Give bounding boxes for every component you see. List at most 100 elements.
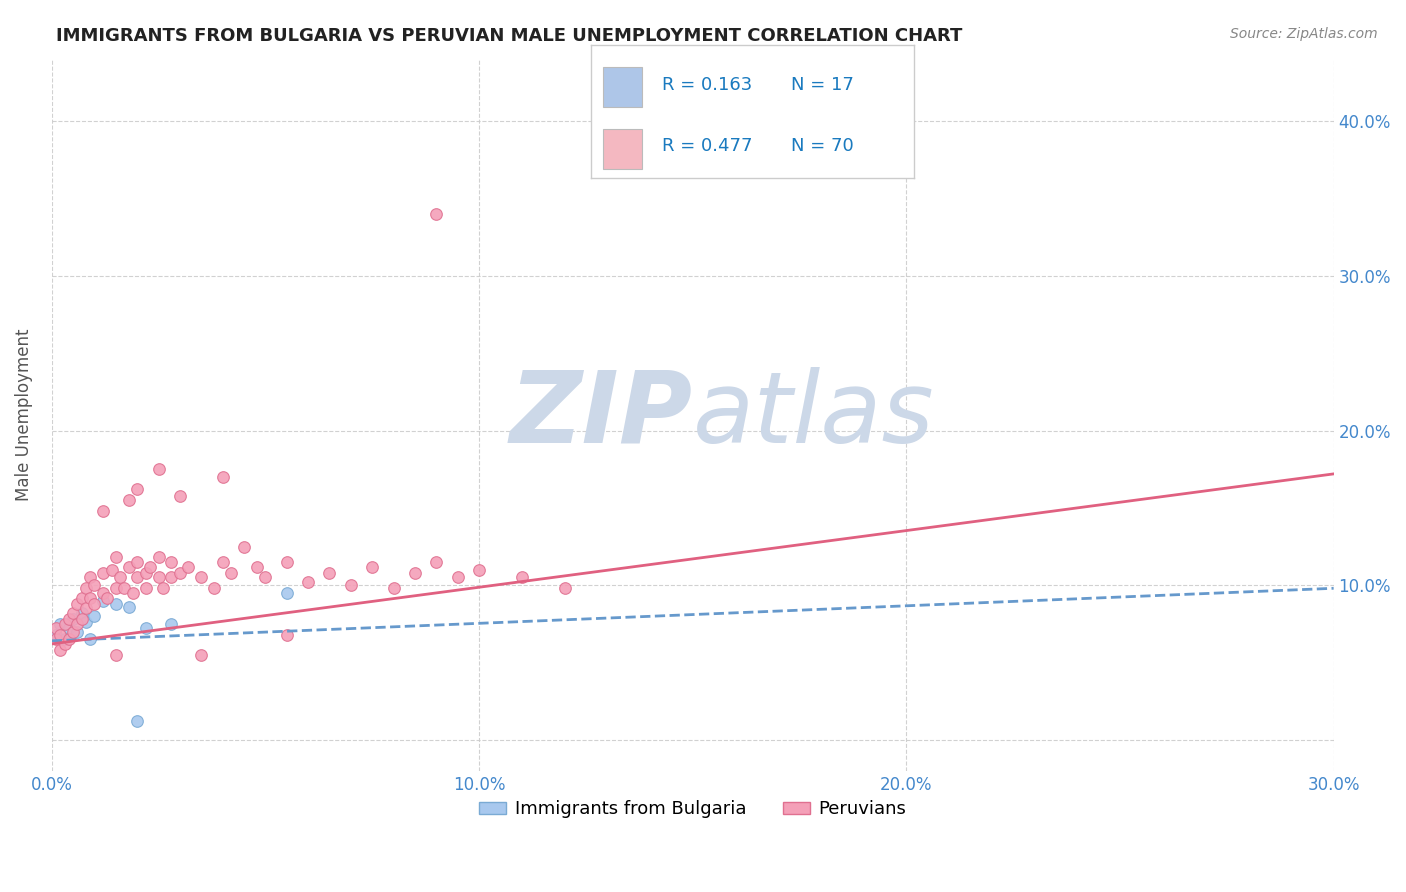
Point (79, 570, 101, 584)
Point (66, 597, 89, 611)
Point (276, 555, 298, 569)
Point (254, 570, 277, 584)
Point (70, 591, 93, 605)
Point (190, 648, 212, 662)
Point (83, 578, 105, 592)
Point (211, 555, 233, 569)
Point (177, 559, 200, 574)
Point (58, 632, 80, 647)
Point (468, 563, 491, 577)
Point (152, 582, 174, 596)
Point (139, 559, 162, 574)
Point (58, 622, 80, 636)
Point (169, 566, 191, 580)
Point (75, 582, 97, 596)
Point (276, 627, 298, 641)
Point (118, 599, 141, 614)
Point (233, 540, 256, 554)
Point (66, 616, 89, 631)
Legend: Immigrants from Bulgaria, Peruvians: Immigrants from Bulgaria, Peruvians (471, 793, 914, 826)
Point (318, 566, 340, 580)
Point (75, 601, 97, 615)
Point (104, 648, 127, 662)
Point (246, 559, 269, 574)
Point (447, 570, 470, 584)
Point (91, 566, 114, 580)
Y-axis label: Male Unemployment: Male Unemployment (15, 329, 32, 501)
FancyBboxPatch shape (603, 129, 643, 169)
Point (49, 627, 72, 641)
Point (53, 632, 76, 647)
Point (53, 616, 76, 631)
Point (112, 582, 135, 596)
Point (45, 627, 67, 641)
Point (382, 582, 405, 596)
Point (91, 504, 114, 518)
Point (118, 559, 141, 574)
Point (83, 597, 105, 611)
Point (79, 591, 101, 605)
Point (404, 566, 426, 580)
Point (148, 462, 170, 476)
Point (160, 616, 183, 631)
Point (91, 586, 114, 600)
Point (425, 207, 447, 221)
Point (70, 606, 93, 620)
Point (276, 586, 298, 600)
Point (53, 637, 76, 651)
Point (297, 575, 319, 590)
Point (70, 612, 93, 626)
Text: atlas: atlas (693, 367, 935, 464)
Text: R = 0.163: R = 0.163 (662, 76, 752, 94)
Point (127, 483, 149, 497)
Point (510, 570, 533, 584)
Point (49, 643, 72, 657)
Point (202, 582, 225, 596)
Text: N = 70: N = 70 (792, 137, 853, 155)
Text: IMMIGRANTS FROM BULGARIA VS PERUVIAN MALE UNEMPLOYMENT CORRELATION CHART: IMMIGRANTS FROM BULGARIA VS PERUVIAN MAL… (56, 27, 963, 45)
Point (169, 489, 191, 503)
Text: ZIP: ZIP (510, 367, 693, 464)
Point (49, 616, 72, 631)
Point (62, 624, 84, 639)
Point (211, 470, 233, 484)
Point (361, 559, 384, 574)
Point (219, 566, 242, 580)
Point (127, 555, 149, 569)
Point (58, 612, 80, 626)
Point (45, 622, 67, 636)
Text: Source: ZipAtlas.com: Source: ZipAtlas.com (1230, 27, 1378, 41)
Point (118, 493, 141, 508)
Point (160, 570, 183, 584)
Point (104, 597, 127, 611)
Point (425, 555, 447, 569)
Point (62, 606, 84, 620)
Point (135, 566, 157, 580)
Point (108, 570, 131, 584)
Point (91, 593, 114, 607)
Point (104, 550, 127, 565)
Point (127, 570, 149, 584)
Point (190, 570, 212, 584)
Point (62, 612, 84, 626)
Point (340, 578, 363, 592)
Point (96, 591, 118, 605)
Point (100, 563, 122, 577)
Point (104, 582, 127, 596)
Text: R = 0.477: R = 0.477 (662, 137, 752, 155)
Point (160, 555, 183, 569)
Point (122, 586, 145, 600)
Point (79, 632, 101, 647)
Point (127, 714, 149, 729)
Point (75, 615, 97, 630)
FancyBboxPatch shape (603, 67, 643, 107)
Point (553, 582, 575, 596)
Point (148, 550, 170, 565)
Point (135, 622, 157, 636)
Point (135, 582, 157, 596)
Point (45, 632, 67, 647)
Text: N = 17: N = 17 (792, 76, 853, 94)
Point (148, 570, 170, 584)
Point (83, 609, 105, 624)
Point (66, 624, 89, 639)
